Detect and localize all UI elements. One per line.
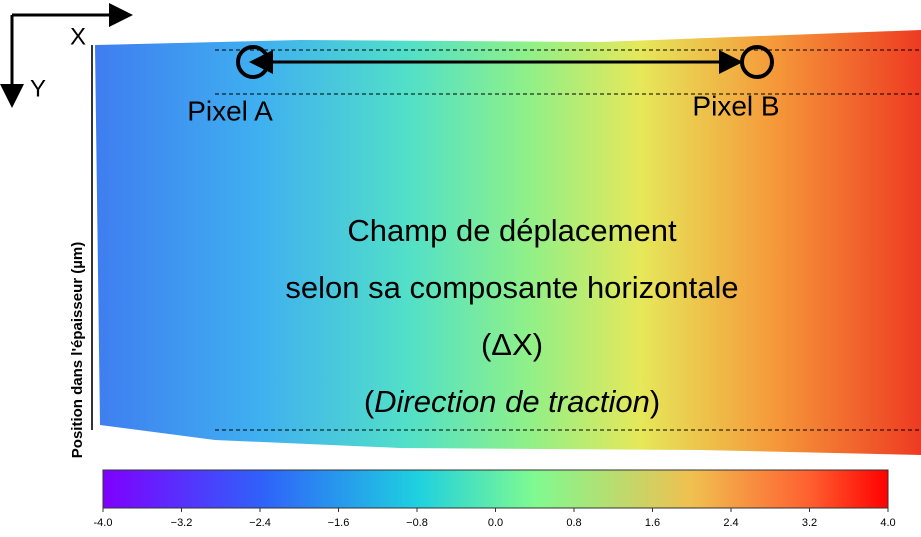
annotation-italic: Direction de traction (374, 384, 650, 419)
colorbar-tick-label: −2.4 (249, 517, 271, 529)
colorbar-tick-label: 0.8 (566, 517, 581, 529)
paren: ) (650, 384, 660, 419)
colorbar-tick-label: 0.0 (488, 517, 503, 529)
annotation: Champ de déplacement selon sa composante… (285, 213, 738, 419)
pixel-label: Pixel A (187, 95, 273, 126)
colorbar-tick-label: −0.8 (406, 517, 428, 529)
annotation-line: (Direction de traction) (364, 384, 660, 419)
x-direction: X (70, 23, 86, 50)
colorbar-tick-label: 1.6 (645, 517, 660, 529)
colorbar-tick-label: −3.2 (171, 517, 193, 529)
y-direction: Y (30, 75, 46, 102)
pixel-marker (236, 45, 270, 79)
colorbar (102, 469, 889, 509)
pixel-label: Pixel B (692, 90, 779, 121)
displacement-field (95, 30, 921, 455)
colorbar-tick-label: 2.4 (723, 517, 738, 529)
y-axis-label: Position dans l'épaisseur (µm) (69, 242, 86, 458)
paren: ( (364, 384, 375, 419)
colorbar-tick-label: -4.0 (94, 517, 113, 529)
annotation-line: Champ de déplacement (347, 213, 677, 248)
colorbar-tick-label: 3.2 (802, 517, 817, 529)
colorbar-tick-label: −1.6 (328, 517, 350, 529)
pixel-marker (740, 45, 774, 79)
colorbar-tick-label: 4.0 (880, 517, 895, 529)
annotation-line: selon sa composante horizontale (285, 270, 738, 305)
annotation-line: (ΔX) (481, 327, 543, 362)
